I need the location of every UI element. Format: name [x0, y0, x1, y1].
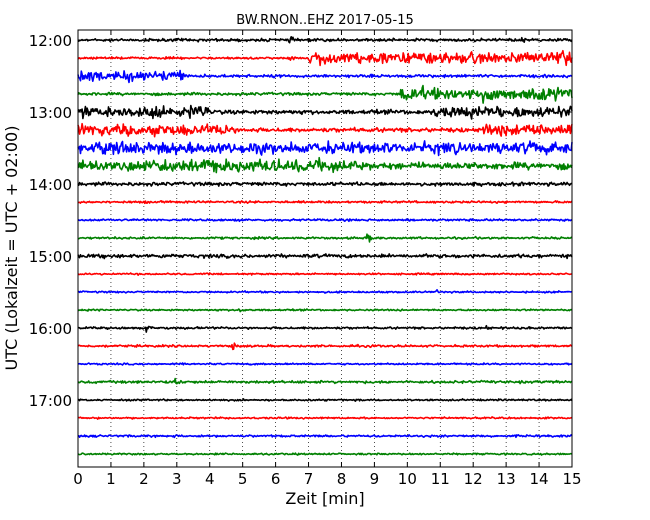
x-tick-label-14: 14	[530, 470, 549, 488]
y-tick-label-1400: 14:00	[29, 176, 72, 194]
trace-1330	[77, 140, 573, 157]
trace-1215	[77, 49, 573, 67]
trace-1300	[77, 104, 573, 120]
trace-1445	[77, 233, 573, 243]
plot-frame	[77, 29, 573, 468]
trace-1530	[78, 289, 573, 294]
trace-1600	[77, 324, 573, 333]
y-tick-label-1700: 17:00	[29, 392, 72, 410]
trace-1245	[77, 84, 573, 104]
x-tick-label-13: 13	[497, 470, 516, 488]
x-tick-label-8: 8	[337, 470, 347, 488]
trace-1615	[77, 342, 573, 351]
trace-1430	[77, 218, 573, 223]
trace-1700	[77, 398, 573, 402]
y-tick-label-1300: 13:00	[29, 104, 72, 122]
y-tick-label-1600: 16:00	[29, 320, 72, 338]
y-axis-label: UTC (Lokalzeit = UTC + 02:00)	[2, 126, 21, 371]
x-tick-label-1: 1	[106, 470, 116, 488]
x-tick-label-2: 2	[139, 470, 149, 488]
trace-1415	[78, 200, 573, 205]
x-tick-label-0: 0	[73, 470, 83, 488]
x-tick-label-4: 4	[205, 470, 215, 488]
trace-layer	[77, 36, 573, 456]
trace-1200	[77, 36, 573, 44]
chart-title: BW.RNON..EHZ 2017-05-15	[236, 13, 414, 28]
x-tick-label-9: 9	[370, 470, 380, 488]
trace-1345	[77, 156, 573, 174]
x-tick-label-5: 5	[238, 470, 248, 488]
x-tick-labels: 0 1 2 3 4 5 6 7 8 9 10 11 12 13 14 15	[73, 470, 581, 488]
x-tick-label-15: 15	[562, 470, 581, 488]
trace-1745	[77, 452, 573, 456]
x-tick-label-10: 10	[398, 470, 417, 488]
grid-lines	[110, 30, 540, 467]
x-tick-label-6: 6	[271, 470, 281, 488]
trace-1545	[77, 308, 573, 313]
x-axis-label: Zeit [min]	[285, 489, 364, 508]
x-tick-label-7: 7	[304, 470, 314, 488]
x-tick-label-12: 12	[464, 470, 483, 488]
trace-1500	[77, 253, 573, 260]
y-tick-label-1200: 12:00	[29, 32, 72, 50]
trace-1230	[77, 69, 573, 84]
axis-ticks	[77, 30, 573, 467]
trace-1400	[77, 181, 573, 187]
trace-1315	[77, 122, 573, 138]
x-tick-label-3: 3	[172, 470, 182, 488]
y-tick-label-1500: 15:00	[29, 248, 72, 266]
trace-1730	[77, 434, 573, 439]
trace-1630	[77, 362, 573, 366]
x-tick-label-11: 11	[431, 470, 450, 488]
trace-1515	[77, 272, 573, 276]
y-tick-labels: 12:00 13:00 14:00 15:00 16:00 17:00	[29, 32, 72, 410]
trace-1715	[78, 416, 573, 420]
trace-1645	[77, 377, 572, 385]
